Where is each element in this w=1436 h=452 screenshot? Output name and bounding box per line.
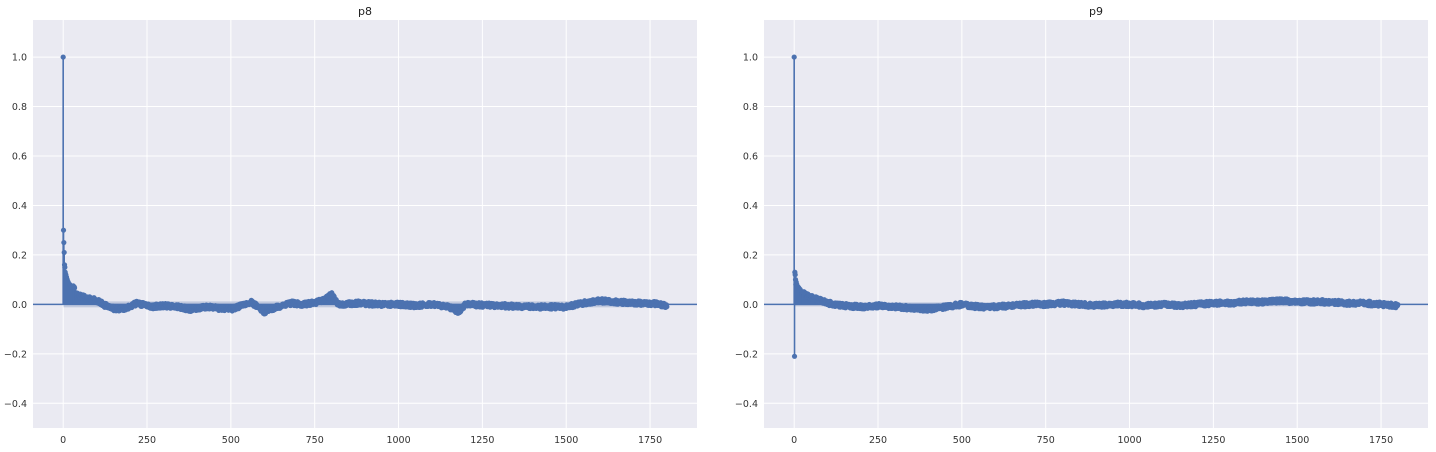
plot-area-p8 [33,20,697,428]
y-tick-label: 0.8 [743,102,758,113]
y-tick-label: 0.6 [743,152,758,163]
acf-markers [793,281,1401,314]
x-tick-label: 1500 [1285,435,1309,446]
acf-point [70,283,76,289]
acf-point [61,249,67,256]
x-tick-label: 0 [791,435,797,446]
acf-point [1395,302,1401,308]
y-tick-label: 0.6 [12,152,27,163]
chart-title-p9: p9 [1089,5,1103,18]
y-tick-label: −0.4 [735,399,758,410]
chart-title-p8: p8 [358,5,372,18]
y-tick-label: 0.8 [12,102,27,113]
acf-point [60,227,67,233]
acf-point [792,272,798,278]
y-tick-label: 1.0 [743,53,758,64]
x-tick-label: 1250 [470,435,494,446]
chart-panel-p9: p9 0 250 500 750 1000 1250 1500 1750 −0.4 −0.2 0.0… [735,5,1428,446]
x-tick-label: 1750 [1369,435,1393,446]
acf-point [799,289,806,295]
plot-area-p9 [764,20,1428,428]
y-tick-label: 0.2 [12,250,27,261]
y-tick-label: −0.2 [4,349,27,360]
acf-markers [62,275,670,317]
y-tick-label: −0.2 [735,349,758,360]
y-tick-label: 0.4 [12,201,27,212]
gridlines-p9 [764,20,1428,428]
x-tick-label: 1500 [554,435,578,446]
acf-point [664,304,670,310]
y-tick-label: 0.4 [743,201,758,212]
acf-marks-p8 [33,54,697,317]
x-tick-label: 750 [1037,435,1055,446]
x-tick-label: 500 [953,435,971,446]
y-tick-label: 0.0 [12,300,27,311]
x-tick-label: 250 [869,435,887,446]
acf-point [61,239,67,246]
acf-point [60,54,66,60]
acf-marks-p9 [764,54,1428,359]
chart-panel-p8: p8 0 250 500 750 1000 1250 1500 1750 −0.4 −0.2 0.0… [4,5,697,446]
x-tick-label: 500 [222,435,240,446]
y-tick-label: −0.4 [4,399,27,410]
x-tick-label: 250 [138,435,156,446]
x-tick-label: 1250 [1201,435,1225,446]
x-tick-label: 0 [60,435,66,446]
acf-point [791,353,798,359]
y-tick-label: 0.2 [743,250,758,261]
x-tick-label: 750 [306,435,324,446]
acf-point [791,54,797,60]
y-tick-label: 1.0 [12,53,27,64]
x-tick-label: 1750 [638,435,662,446]
x-tick-label: 1000 [386,435,410,446]
acf-point [62,264,68,270]
y-tick-label: 0.0 [743,300,758,311]
tick-labels-p8: 0 250 500 750 1000 1250 1500 1750 −0.4 −0.2 0.0 0.2… [4,53,662,446]
x-tick-label: 1000 [1117,435,1141,446]
tick-labels-p9: 0 250 500 750 1000 1250 1500 1750 −0.4 −0.2 0.0 0.2… [735,53,1393,446]
